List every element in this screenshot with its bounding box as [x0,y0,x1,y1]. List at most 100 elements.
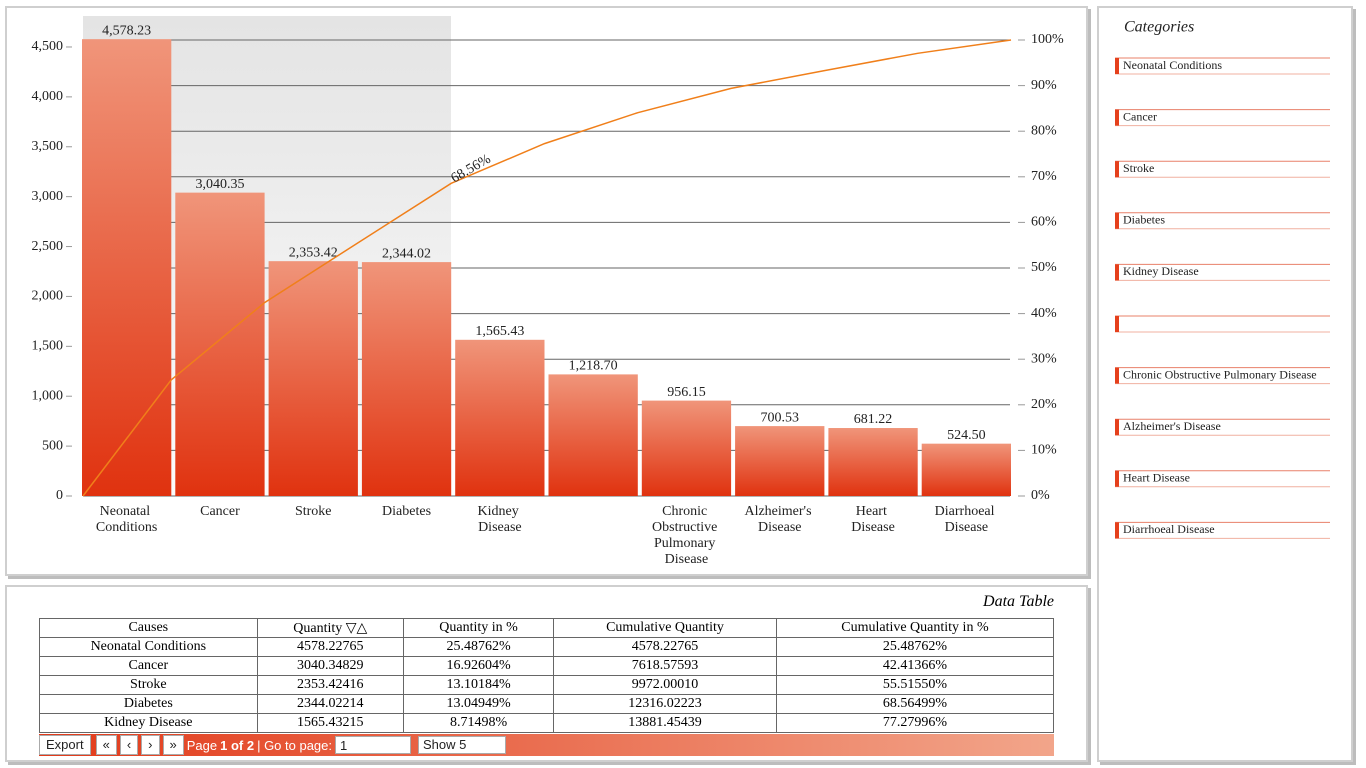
bar [828,428,918,496]
x-tick-label: Heart Disease [851,504,895,535]
annotation: 68.56% [449,152,494,187]
y2-tick-label: 50% [1031,260,1057,275]
legend-title: Categories [1124,19,1194,36]
x-tick-label: Cancer [200,504,240,519]
value-label: 2,353.42 [289,245,338,260]
last-page-button[interactable]: » [162,735,184,755]
legend-marker [1115,212,1119,229]
table-cell: 16.92604% [402,656,555,676]
page-size-select[interactable]: Show 5 [418,736,507,754]
y2-tick-label: 30% [1031,351,1057,366]
y-tick-label: 3,500 [32,139,64,154]
bar [268,261,358,496]
value-label: 1,218.70 [569,359,618,374]
y2-tick-label: 80% [1031,123,1057,138]
table-cell: 3040.34829 [256,656,404,676]
y-tick-label: 2,500 [32,239,64,254]
legend-label: Diarrhoeal Disease [1123,522,1215,536]
table-cell: Diabetes [39,694,258,714]
table-cell: 4578.22765 [553,637,777,657]
legend-label: Chronic Obstructive Pulmonary Disease [1123,367,1317,381]
x-tick-label: Chronic Obstructive Pulmonary Disease [652,504,721,567]
y2-tick-label: 70% [1031,169,1057,184]
legend-label: Alzheimer's Disease [1123,419,1221,433]
cumulative-line [170,39,1012,381]
x-tick-label: Diarrhoeal Disease [935,504,998,535]
table-cell: Cancer [39,656,258,676]
x-tick-label: Neonatal Conditions [96,504,157,535]
first-page-button[interactable]: « [95,735,117,755]
value-label: 4,578.23 [102,23,151,38]
next-page-button[interactable]: › [141,735,160,755]
y-tick-label: 0 [56,488,63,503]
table-cell: 12316.02223 [553,694,777,714]
page-label: Page [186,737,218,753]
x-tick-label: Kidney Disease [477,504,522,535]
table-panel: Data Table Causes Quantity ▽△ Quantity in … [5,585,1088,762]
table-title: Data Table [983,593,1054,610]
bar [455,339,545,496]
table-cell: 13881.45439 [553,713,777,733]
table-cell: 4578.22765 [256,637,404,657]
table-row: Stroke 2353.42416 13.10184% 9972.00010 55.51… [39,675,1055,695]
legend-marker [1115,522,1119,539]
data-table: Causes Quantity ▽△ Quantity in % Cumulative… [39,618,1055,733]
legend-marker [1115,316,1119,332]
table-cell: Neonatal Conditions [39,637,258,657]
y2-tick-label: 90% [1031,78,1057,93]
table-cell: 9972.00010 [553,675,777,695]
y-tick-label: 1,500 [32,339,64,354]
y2-tick-label: 60% [1031,215,1057,230]
column-header: Causes [39,618,258,638]
y2-tick-label: 10% [1031,443,1057,458]
table-cell: 7618.57593 [553,656,777,676]
y-tick-label: 500 [42,438,63,453]
table-cell: 25.48762% [402,637,555,657]
table-row: Cancer 3040.34829 16.92604% 7618.57593 42.41… [39,656,1055,676]
value-label: 524.50 [947,428,986,443]
table-cell: 2344.02214 [256,694,404,714]
legend-marker [1115,161,1119,178]
x-tick-label: Alzheimer's Disease [744,504,815,535]
legend-marker [1115,58,1119,74]
legend-marker [1115,264,1119,281]
bar [735,426,825,496]
pager: Export « ‹ › » Page 1 of 2 | Go to page:… [39,734,1054,756]
column-header: Quantity in % [402,618,555,638]
table-cell: 77.27996% [775,713,1055,733]
table-cell: 55.51550% [775,675,1055,695]
prev-page-button[interactable]: ‹ [119,735,139,755]
table-cell: 68.56499% [775,694,1055,714]
y-tick-label: 1,000 [32,388,64,403]
table-cell: 2353.42416 [256,675,404,695]
goto-input[interactable] [335,736,412,754]
x-tick-label: Stroke [295,504,332,519]
bar [641,400,732,496]
y2-tick-label: 40% [1031,306,1057,321]
legend-label: Cancer [1123,109,1157,123]
bar [921,443,1011,496]
table-cell: 1565.43215 [256,713,404,733]
y-tick-label: 4,000 [32,89,64,104]
bar [548,374,638,496]
legend-label: Neonatal Conditions [1123,58,1222,72]
line-origin [82,379,172,497]
value-label: 681.22 [854,412,893,427]
column-header: Cumulative Quantity [553,618,777,638]
legend-label: Diabetes [1123,213,1165,227]
value-label: 3,040.35 [195,177,244,192]
y-tick-label: 2,000 [32,289,64,304]
table-cell: Kidney Disease [39,713,258,733]
legend-marker [1115,419,1119,436]
export-button[interactable]: Export [39,735,91,755]
table-cell: 13.10184% [402,675,555,695]
y2-tick-label: 20% [1031,397,1057,412]
table-cell: 13.04949% [402,694,555,714]
y2-tick-label: 0% [1031,488,1050,503]
table-row: Neonatal Conditions 4578.22765 25.48762% 45… [39,637,1055,657]
table-row: Kidney Disease 1565.43215 8.71498% 13881.45… [39,713,1055,733]
goto-label: | Go to page: [257,737,333,753]
column-header: Cumulative Quantity in % [775,618,1055,638]
value-label: 1,565.43 [475,324,524,339]
